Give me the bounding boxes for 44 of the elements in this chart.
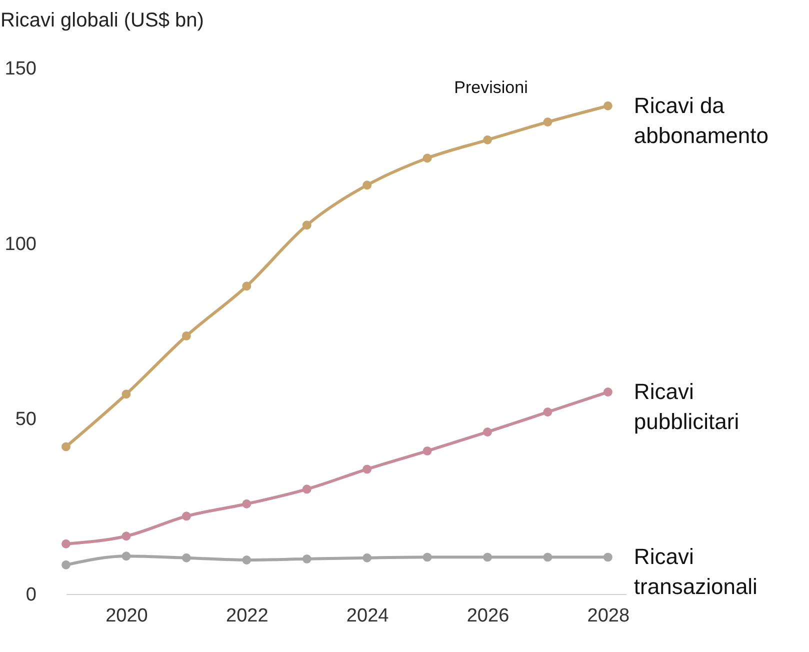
point xyxy=(182,553,191,562)
y-tick-label: 150 xyxy=(4,58,36,80)
point xyxy=(543,552,552,562)
point xyxy=(122,390,131,399)
point xyxy=(182,512,191,521)
point xyxy=(62,539,70,548)
series-label: Ricavi pubblicitari xyxy=(634,379,740,434)
point xyxy=(362,464,372,474)
y-tick-label: 100 xyxy=(4,234,36,255)
y-tick-label: 0 xyxy=(26,584,36,606)
point xyxy=(62,442,70,452)
point xyxy=(543,118,552,126)
point xyxy=(483,135,492,144)
point xyxy=(302,220,312,230)
x-tick-label: 2026 xyxy=(466,606,510,626)
point xyxy=(603,388,612,396)
x-tick-label: 2028 xyxy=(587,606,630,626)
x-tick-label: 2020 xyxy=(106,606,148,626)
point xyxy=(62,560,70,570)
series-label: Ricavi transazionali xyxy=(634,544,758,600)
point xyxy=(603,552,612,562)
point xyxy=(242,282,252,291)
point xyxy=(422,552,432,562)
point xyxy=(362,553,372,562)
y-tick-label: 50 xyxy=(15,409,36,430)
point xyxy=(603,101,612,110)
point xyxy=(242,499,252,508)
annotation: Previsioni xyxy=(454,78,528,97)
point xyxy=(302,484,312,494)
point xyxy=(543,408,552,416)
point xyxy=(362,180,372,190)
x-tick-label: 2022 xyxy=(226,606,268,626)
point xyxy=(122,532,131,541)
series-label: Ricavi da abbonamento xyxy=(634,92,768,148)
point xyxy=(182,331,191,340)
point xyxy=(483,428,492,436)
x-tick-label: 2024 xyxy=(346,606,390,626)
y-axis-title: Ricavi globali (US$ bn) xyxy=(0,10,204,32)
point xyxy=(483,552,492,562)
point xyxy=(302,554,312,564)
point xyxy=(122,552,131,561)
point xyxy=(422,446,432,456)
point xyxy=(242,556,252,564)
point xyxy=(422,154,432,163)
